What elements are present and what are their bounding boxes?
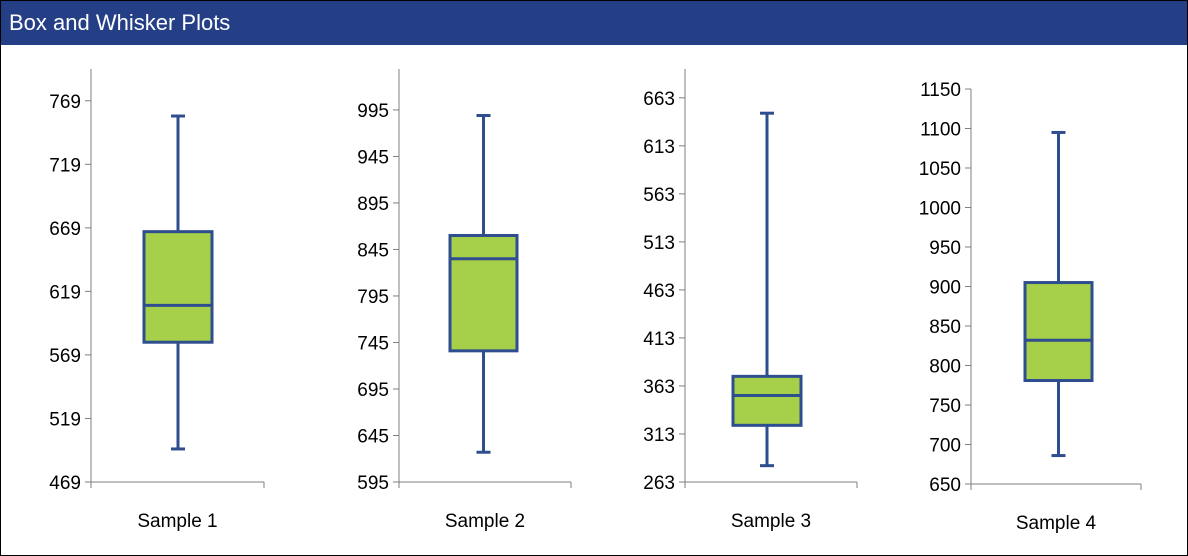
category-label: Sample 3 bbox=[731, 511, 811, 532]
y-tick-label: 800 bbox=[929, 357, 961, 378]
y-tick-label: 1150 bbox=[920, 80, 961, 101]
y-tick-label: 595 bbox=[357, 473, 389, 494]
y-tick-label: 850 bbox=[929, 317, 961, 338]
y-tick-label: 719 bbox=[49, 155, 81, 176]
y-tick-label: 263 bbox=[643, 473, 675, 494]
y-tick-label: 413 bbox=[643, 329, 675, 350]
y-tick-label: 469 bbox=[49, 473, 81, 494]
y-tick-label: 1000 bbox=[919, 199, 961, 220]
y-tick-label: 1100 bbox=[920, 120, 961, 141]
iqr-box bbox=[1023, 281, 1094, 383]
y-tick-label: 519 bbox=[49, 409, 81, 430]
y-tick-label: 769 bbox=[49, 92, 81, 113]
y-tick-label: 463 bbox=[643, 281, 675, 302]
box-whisker-plots: 469 519 569 619 669 719 769 Sample 1 595 645 695 74… bbox=[49, 69, 1142, 534]
y-tick-label: 900 bbox=[929, 278, 961, 299]
y-tick-label: 513 bbox=[643, 233, 675, 254]
box-plot-4: 650 700 750 800 850 900 950 1000 1050 1100 1150 Sam… bbox=[919, 80, 1142, 534]
iqr-box bbox=[448, 234, 519, 353]
y-tick-label: 650 bbox=[929, 475, 961, 496]
y-tick-label: 663 bbox=[643, 89, 675, 110]
y-tick-label: 613 bbox=[643, 137, 675, 158]
iqr-box bbox=[731, 374, 803, 427]
y-tick-label: 619 bbox=[49, 282, 81, 303]
category-label: Sample 4 bbox=[1016, 513, 1097, 534]
box-plot-3: 263 313 363 413 463 513 563 613 663 Sample 3 bbox=[643, 69, 858, 532]
y-tick-label: 313 bbox=[643, 425, 675, 446]
y-tick-label: 363 bbox=[643, 377, 675, 398]
y-tick-label: 745 bbox=[357, 333, 389, 354]
y-tick-label: 569 bbox=[49, 346, 81, 367]
y-tick-label: 669 bbox=[49, 219, 81, 240]
y-tick-label: 945 bbox=[357, 147, 389, 168]
y-tick-label: 695 bbox=[357, 380, 389, 401]
y-tick-label: 700 bbox=[929, 436, 961, 457]
y-tick-label: 1050 bbox=[919, 159, 961, 180]
title-bar: Box and Whisker Plots bbox=[1, 1, 1187, 45]
category-label: Sample 1 bbox=[137, 511, 217, 532]
y-tick-label: 995 bbox=[357, 101, 389, 122]
y-tick-label: 563 bbox=[643, 185, 675, 206]
page-title: Box and Whisker Plots bbox=[9, 10, 231, 35]
box-plot-1: 469 519 569 619 669 719 769 Sample 1 bbox=[49, 69, 265, 532]
y-tick-label: 750 bbox=[929, 396, 961, 417]
y-tick-label: 895 bbox=[357, 194, 389, 215]
y-tick-label: 950 bbox=[929, 238, 961, 259]
y-tick-label: 845 bbox=[357, 240, 389, 261]
iqr-box bbox=[142, 230, 214, 344]
category-label: Sample 2 bbox=[445, 511, 525, 532]
y-tick-label: 795 bbox=[357, 287, 389, 308]
y-tick-label: 645 bbox=[357, 426, 389, 447]
box-plot-2: 595 645 695 745 795 845 895 945 995 Sample 2 bbox=[357, 69, 572, 532]
